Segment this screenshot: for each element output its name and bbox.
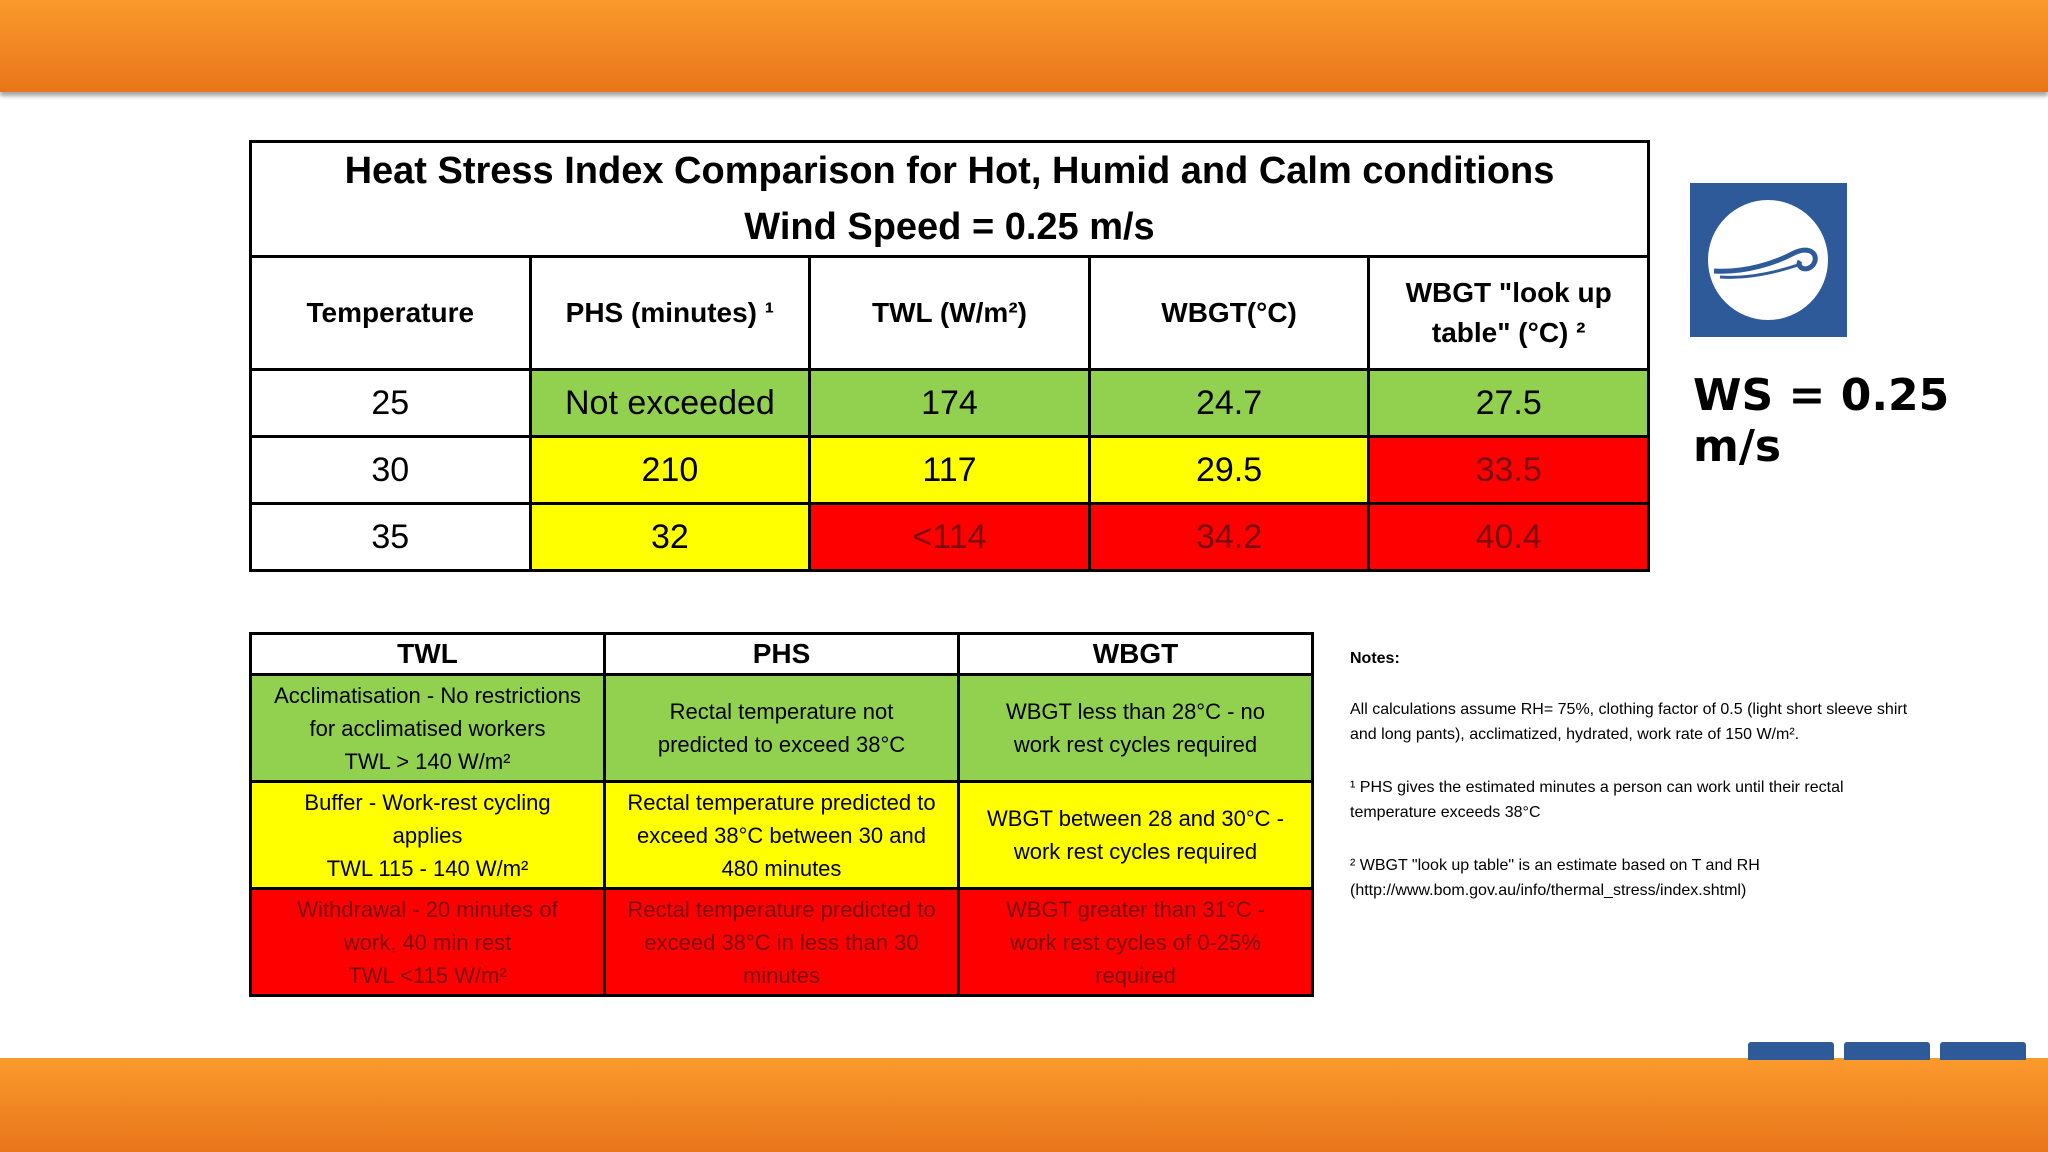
legend-line: predicted to exceed 38°C [657, 732, 906, 757]
next-button[interactable] [1844, 1042, 1930, 1060]
legend-line: WBGT less than 28°C - no [1005, 699, 1266, 724]
temperature-cell: 30 [249, 435, 532, 505]
title-line: Heat Stress Index Comparison for Hot, Hu… [344, 150, 1555, 192]
legend-line: exceed 38°C between 30 and [637, 822, 926, 848]
legend-line: TWL 115 - 140 W/m² [326, 855, 529, 881]
legend-line: WBGT between 28 and 30°C - [987, 806, 1284, 831]
home-button[interactable] [1940, 1042, 2026, 1060]
value-cell: 29.5 [1087, 435, 1371, 505]
legend-line: Buffer - Work-rest cycling [304, 789, 551, 815]
legend-line: applies [392, 822, 463, 848]
value-cell: 174 [808, 368, 1091, 438]
legend-line: required [1095, 962, 1176, 988]
value-cell: 27.5 [1367, 368, 1650, 438]
legend-line: Withdrawal - 20 minutes of [297, 896, 558, 922]
legend-line: work rest cycles required [1013, 839, 1258, 864]
legend-cell: Buffer - Work-rest cycling applies TWL 115… [249, 780, 606, 890]
temperature-cell: 35 [249, 502, 532, 572]
data-row: 25 Not exceeded 174 24.7 27.5 [249, 368, 1650, 438]
value-cell: 210 [528, 435, 812, 505]
comparison-table: Heat Stress Index Comparison for Hot, Hu… [249, 140, 1650, 572]
legend-cell: WBGT between 28 and 30°C - work rest cycl… [957, 780, 1314, 890]
notes: Notes: All calculations assume RH= 75%, c… [1350, 646, 1990, 931]
legend-cell: WBGT less than 28°C - no work rest cycles… [957, 673, 1314, 783]
legend-line: work rest cycles of 0-25% [1010, 929, 1261, 955]
column-header: TWL (W/m²) [808, 255, 1091, 371]
value-cell: <114 [808, 502, 1091, 572]
title-row: Heat Stress Index Comparison for Hot, Hu… [249, 140, 1650, 258]
legend-cell: Acclimatisation - No restrictions for acc… [249, 673, 606, 783]
nav-buttons [1748, 1042, 2026, 1060]
value-cell: 33.5 [1367, 435, 1650, 505]
note: ¹ PHS gives the estimated minutes a pers… [1350, 775, 1990, 825]
legend-line: TWL <115 W/m² [348, 962, 507, 988]
legend-line: Acclimatisation - No restrictions [274, 682, 581, 708]
note-line: temperature exceeds 38°C [1350, 804, 1541, 821]
temperature-cell: 25 [249, 368, 532, 438]
legend-row: Withdrawal - 20 minutes of work, 40 min r… [249, 887, 1314, 997]
value-cell: 40.4 [1367, 502, 1650, 572]
legend-row: Acclimatisation - No restrictions for acc… [249, 673, 1314, 783]
legend-cell: Rectal temperature predicted to exceed 38… [603, 780, 960, 890]
legend-header-row: TWL PHS WBGT [249, 632, 1314, 676]
legend-line: TWL > 140 W/m² [344, 748, 511, 774]
note-line: (http://www.bom.gov.au/info/thermal_stre… [1350, 882, 1747, 899]
column-header: WBGT(°C) [1087, 255, 1371, 371]
data-row: 35 32 <114 34.2 40.4 [249, 502, 1650, 572]
value-cell: 32 [528, 502, 812, 572]
legend-cell: Withdrawal - 20 minutes of work, 40 min r… [249, 887, 606, 997]
prev-button[interactable] [1748, 1042, 1834, 1060]
legend-table: TWL PHS WBGT Acclimatisation - No restricti… [249, 632, 1314, 997]
value-cell: 117 [808, 435, 1091, 505]
column-header: PHS (minutes) ¹ [528, 255, 812, 371]
legend-line: WBGT greater than 31°C - [1005, 896, 1266, 922]
legend-line: for acclimatised workers [309, 715, 546, 741]
note-line: ² WBGT "look up table" is an estimate ba… [1350, 857, 1760, 874]
value-cell: 24.7 [1087, 368, 1371, 438]
footer-bar [0, 1058, 2048, 1152]
legend-header: TWL [249, 632, 606, 676]
legend-cell: Rectal temperature predicted to exceed 38… [603, 887, 960, 997]
note-line: ¹ PHS gives the estimated minutes a pers… [1350, 779, 1844, 796]
logo [1690, 183, 1847, 337]
column-header: WBGT "look up table" (°C) ² [1367, 255, 1650, 371]
title-line: Wind Speed = 0.25 m/s [744, 206, 1155, 248]
note-line: All calculations assume RH= 75%, clothin… [1350, 701, 1908, 718]
legend-row: Buffer - Work-rest cycling applies TWL 115… [249, 780, 1314, 890]
legend-line: exceed 38°C in less than 30 [644, 929, 919, 955]
legend-line: Rectal temperature not [669, 699, 894, 724]
wind-speed-label: WS = 0.25 m/s [1693, 370, 1950, 472]
data-row: 30 210 117 29.5 33.5 [249, 435, 1650, 505]
header-row: Temperature PHS (minutes) ¹ TWL (W/m²) WBGT… [249, 255, 1650, 371]
value-cell: Not exceeded [528, 368, 812, 438]
legend-line: Rectal temperature predicted to [627, 896, 936, 922]
legend-line: minutes [742, 962, 821, 988]
legend-cell: Rectal temperature not predicted to excee… [603, 673, 960, 783]
note-line: and long pants), acclimatized, hydrated,… [1350, 726, 1800, 743]
note: ² WBGT "look up table" is an estimate ba… [1350, 853, 1990, 903]
header-bar [0, 0, 2048, 92]
legend-line: work, 40 min rest [343, 929, 512, 955]
note: All calculations assume RH= 75%, clothin… [1350, 697, 1990, 747]
legend-line: 480 minutes [721, 855, 842, 881]
table-title: Heat Stress Index Comparison for Hot, Hu… [249, 140, 1650, 258]
legend-header: PHS [603, 632, 960, 676]
legend-header: WBGT [957, 632, 1314, 676]
notes-title: Notes: [1350, 650, 1400, 667]
legend-cell: WBGT greater than 31°C - work rest cycles… [957, 887, 1314, 997]
column-header: Temperature [249, 255, 532, 371]
legend-line: Rectal temperature predicted to [627, 789, 936, 815]
value-cell: 34.2 [1087, 502, 1371, 572]
legend-line: work rest cycles required [1013, 732, 1258, 757]
